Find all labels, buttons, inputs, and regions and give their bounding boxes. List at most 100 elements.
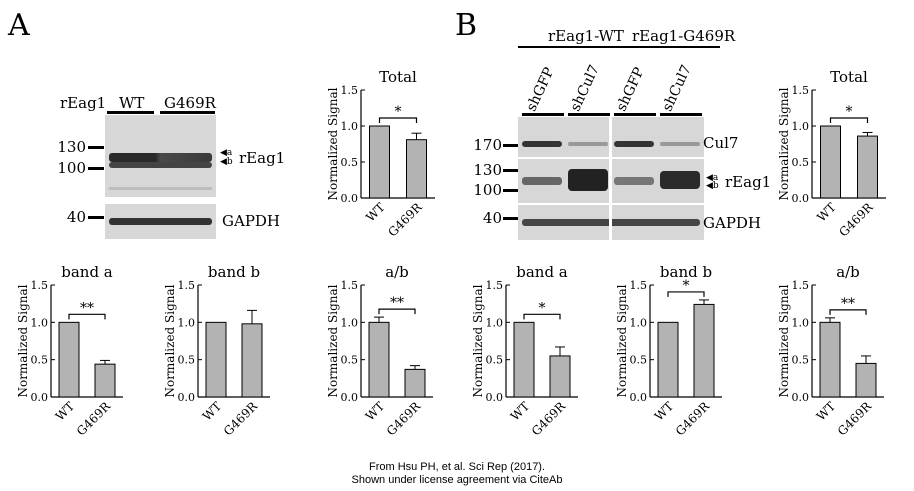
- blot-b-arrow-a-label: a: [712, 173, 719, 183]
- blot-a-arrow-a-label: a: [226, 148, 233, 158]
- y-tick-label: 0.0: [31, 391, 49, 404]
- blot-b-group-wt: rEag1-WT: [548, 27, 624, 45]
- y-tick-label: 1.5: [792, 279, 810, 292]
- significance-label: *: [395, 104, 402, 120]
- blot-b-marker-40: 40: [482, 209, 502, 227]
- blot-b-lane-bar-1: [522, 113, 564, 116]
- chart-b-band-b: band b Normalized Signal 0.0 0.5 1.0 1.5 WTG46…: [615, 263, 722, 439]
- blot-b-marker-130: 130: [473, 161, 502, 179]
- blot-b-lane-3: shGFP: [613, 65, 648, 114]
- bar-g469r: [94, 363, 116, 398]
- chart-a-total: Total Normalized Signal 0.0 0.5 1.0 1.5 WTG469…: [326, 68, 435, 239]
- blot-b-reag1-band-3: [614, 177, 654, 185]
- chart-title: a/b: [836, 263, 860, 281]
- y-tick-label: 0.5: [341, 354, 359, 367]
- y-tick-label: 1.5: [31, 279, 49, 292]
- y-tick-label: 1.0: [31, 316, 49, 329]
- significance-label: **: [841, 296, 855, 312]
- x-tick-label: G469R: [673, 399, 713, 439]
- blot-b-cul7-band-2: [568, 142, 608, 146]
- y-axis-label: Normalized Signal: [777, 87, 791, 200]
- blot-b-group-bar-wt: [518, 46, 628, 48]
- bar-wt: [820, 125, 841, 199]
- x-tick-label: G469R: [529, 399, 569, 439]
- bar-g469r: [693, 303, 715, 398]
- panel-label-b: B: [455, 8, 478, 43]
- y-tick-label: 0.5: [178, 354, 196, 367]
- blot-a-band-a: [109, 153, 212, 162]
- chart-b-band-a: band a Normalized Signal 0.0 0.5 1.0 1.5 WTG46…: [471, 263, 578, 439]
- blot-b-lane-1: shGFP: [523, 65, 558, 114]
- chart-title: band a: [61, 263, 113, 281]
- x-tick-label: G469R: [221, 399, 261, 439]
- bar-wt: [513, 321, 535, 398]
- blot-b-protein-label: rEag1: [725, 173, 772, 191]
- blot-b-splice-line: [609, 117, 612, 240]
- y-tick-label: 1.5: [792, 84, 810, 97]
- blot-a-arrow-b: ◀b: [220, 157, 233, 167]
- y-axis-label: Normalized Signal: [163, 284, 177, 397]
- y-tick-label: 0.5: [792, 156, 810, 169]
- panel-label-a: A: [8, 8, 30, 43]
- y-axis-label: Normalized Signal: [326, 284, 340, 397]
- y-tick-label: 1.0: [178, 316, 196, 329]
- blot-b-group-bar-g469r: [612, 46, 720, 48]
- chart-title: Total: [830, 68, 868, 86]
- x-tick-label: G469R: [384, 399, 424, 439]
- blot-a-marker-tick-130: [88, 146, 104, 149]
- x-tick-label: WT: [508, 399, 532, 423]
- y-axis-label: Normalized Signal: [471, 284, 485, 397]
- y-tick-label: 0.0: [792, 391, 810, 404]
- chart-a-band-b: band b Normalized Signal 0.0 0.5 1.0 1.5 WTG46…: [163, 263, 270, 439]
- chart-a-band-a: band a Normalized Signal 0.0 0.5 1.0 1.5 WTG46…: [16, 263, 123, 439]
- blot-b-cul7-label: Cul7: [703, 134, 739, 152]
- blot-a-arrow-a: ◀a: [220, 148, 233, 158]
- bar-wt: [205, 321, 227, 398]
- blot-a-group-wt: WT: [119, 94, 145, 112]
- significance-bracket: [68, 313, 106, 320]
- x-tick-label: WT: [814, 399, 838, 423]
- significance-bracket: [378, 117, 418, 123]
- blot-b-cul7-band-4: [660, 142, 700, 146]
- x-tick-label: G469R: [836, 200, 876, 240]
- y-axis-label: Normalized Signal: [326, 87, 340, 200]
- significance-bracket: [378, 308, 416, 315]
- blot-a-marker-tick-100: [88, 167, 104, 170]
- blot-a-protein-label: rEag1: [239, 149, 286, 167]
- significance-bracket: [523, 313, 561, 320]
- blot-a-group-bar-g469r: [160, 111, 215, 114]
- blot-a-main-image: [105, 115, 216, 197]
- blot-b-lane-2: shCul7: [567, 62, 603, 114]
- y-tick-label: 0.0: [341, 391, 359, 404]
- blot-b-cul7-band-1: [522, 141, 562, 147]
- bar-g469r: [241, 323, 263, 398]
- blot-b-reag1-band-2: [568, 169, 608, 191]
- blot-b-marker-170: 170: [473, 136, 502, 154]
- bar-g469r: [404, 368, 426, 398]
- blot-a-gapdh-band: [109, 218, 212, 225]
- blot-b-reag1-band-1: [522, 177, 562, 185]
- significance-label: **: [390, 295, 404, 311]
- y-tick-label: 0.5: [31, 354, 49, 367]
- bar-wt: [369, 125, 390, 199]
- significance-label: *: [683, 278, 690, 294]
- chart-title: band b: [660, 263, 712, 281]
- significance-label: **: [80, 300, 94, 316]
- y-tick-label: 1.0: [792, 316, 810, 329]
- blot-b-marker-tick-100: [503, 189, 518, 192]
- blot-a-group-g469r: G469R: [164, 94, 216, 112]
- y-tick-label: 0.5: [630, 354, 648, 367]
- blot-a-group-bar-wt: [107, 111, 154, 114]
- blot-b-marker-100: 100: [473, 181, 502, 199]
- x-tick-label: WT: [363, 200, 387, 224]
- blot-b-reag1-band-4: [660, 171, 700, 189]
- significance-bracket: [667, 291, 705, 297]
- significance-bracket: [829, 117, 869, 123]
- blot-a-marker-100: 100: [57, 159, 86, 177]
- x-tick-label: G469R: [74, 399, 114, 439]
- chart-title: Total: [379, 68, 417, 86]
- credit-line-1: From Hsu PH, et al. Sci Rep (2017).: [368, 461, 546, 473]
- bar-wt: [368, 321, 390, 398]
- y-tick-label: 0.5: [792, 354, 810, 367]
